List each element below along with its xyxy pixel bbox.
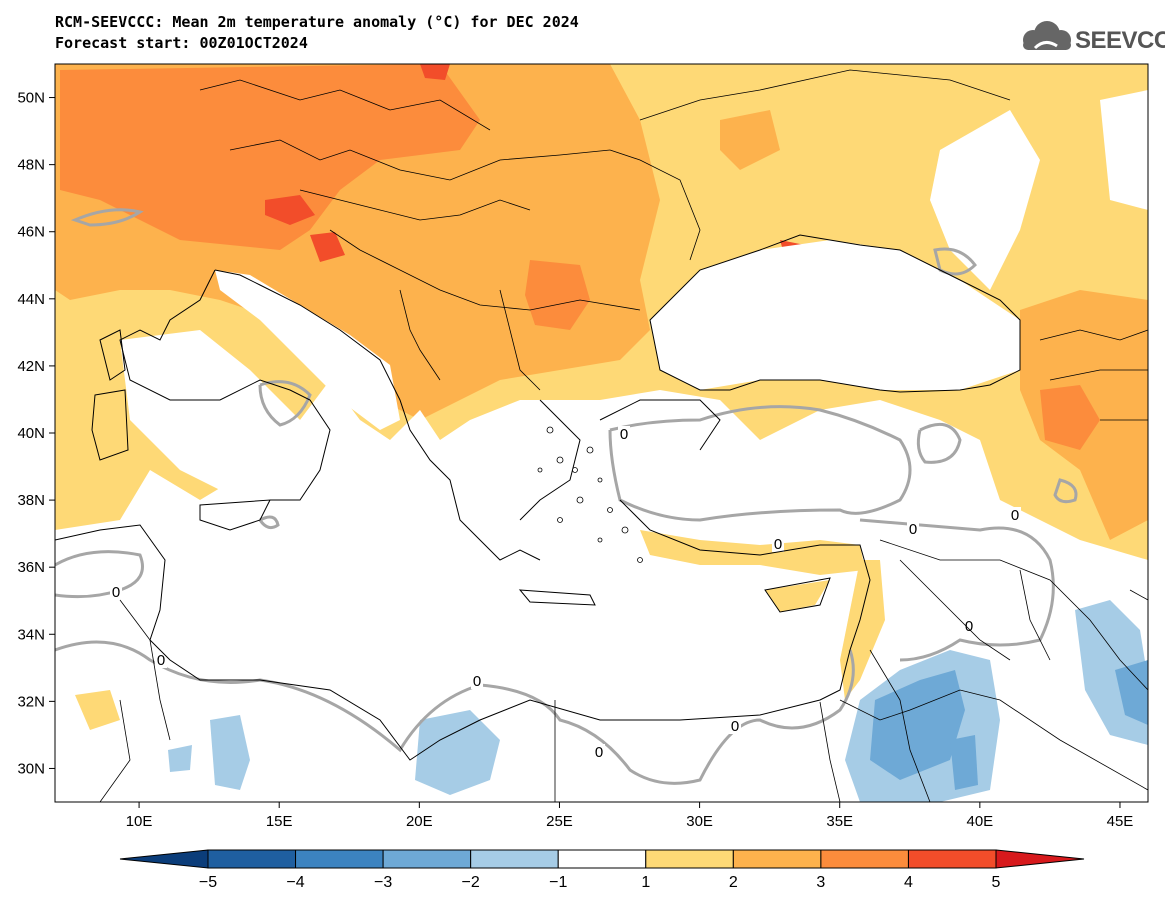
contour-label: 0 (909, 521, 917, 538)
colorbar-segment (295, 849, 384, 869)
contour-label: 0 (473, 673, 481, 690)
lat-label: 30N (17, 760, 45, 777)
lat-label: 48N (17, 157, 45, 174)
cloud-icon (1023, 21, 1071, 50)
anomaly-minus2-minus1-region (210, 715, 250, 790)
colorbar-label: 2 (728, 874, 738, 891)
colorbar-label: 1 (641, 874, 651, 891)
anomaly-4-5-region (420, 64, 450, 80)
lon-label: 40E (966, 813, 993, 830)
coastal-warm-strip (765, 580, 830, 612)
lon-label: 45E (1107, 813, 1134, 830)
colorbar (119, 849, 1085, 869)
colorbar-label: −3 (373, 874, 393, 891)
coastal-warm-strip (75, 690, 120, 730)
colorbar-label: 5 (991, 874, 1001, 891)
contour-label: 0 (1011, 507, 1019, 524)
colorbar-low-extend (119, 849, 209, 869)
contour-label: 0 (620, 426, 628, 443)
lat-label: 46N (17, 224, 45, 241)
anomaly-minus2-minus1-region (415, 710, 500, 795)
colorbar-label: 4 (903, 874, 913, 891)
contour-label: 0 (731, 718, 739, 735)
colorbar-high-extend (995, 849, 1085, 869)
contour-label: 0 (774, 536, 782, 553)
longitude-axis: 10E 15E 20E 25E 30E 35E 40E 45E (126, 802, 1134, 830)
anomaly-3-4-region (525, 260, 590, 330)
lon-label: 20E (406, 813, 433, 830)
contour-label: 0 (595, 744, 603, 761)
map-title: RCM-SEEVCCC: Mean 2m temperature anomaly… (55, 13, 579, 31)
lat-label: 50N (17, 90, 45, 107)
lat-label: 32N (17, 693, 45, 710)
anomaly-2-3-region (720, 110, 780, 170)
colorbar-label: 3 (816, 874, 826, 891)
colorbar-segment (820, 849, 909, 869)
northeast-white-patch (930, 110, 1040, 290)
anomaly-4-5-region (265, 195, 315, 225)
lon-label: 10E (126, 813, 153, 830)
contour-label: 0 (965, 618, 973, 635)
anomaly-minus3-minus2-region (950, 735, 978, 790)
colorbar-label: −4 (286, 874, 305, 891)
adriatic-sea (215, 270, 400, 430)
colorbar-label: −1 (549, 874, 568, 891)
tyrrhenian-sea (120, 330, 300, 500)
lat-label: 38N (17, 492, 45, 509)
colorbar-segment (907, 849, 997, 869)
contour-label: 0 (112, 584, 120, 601)
northeast-white-patch (1100, 90, 1148, 210)
anomaly-3-4-region (60, 64, 480, 250)
logo-text: SEEVCCC (1075, 27, 1165, 54)
colorbar-segment (732, 849, 822, 869)
map-fields: 0 0 0 0 0 0 0 0 0 0 (55, 64, 1148, 802)
colorbar-label: −5 (198, 874, 218, 891)
country-borders (99, 69, 1148, 802)
coastal-warm-strip (840, 560, 885, 700)
lat-label: 40N (17, 425, 45, 442)
anomaly-minus3-minus2-region (1115, 660, 1148, 725)
contour-labels: 0 0 0 0 0 0 0 0 0 0 (110, 426, 1021, 761)
colorbar-segment (645, 849, 734, 869)
anomaly-4-5-region (310, 232, 345, 262)
lon-label: 35E (826, 813, 853, 830)
lat-label: 44N (17, 291, 45, 308)
lon-label: 25E (546, 813, 573, 830)
colorbar-segment (382, 849, 472, 869)
colorbar-segment (207, 849, 297, 869)
anomaly-minus2-minus1-region (168, 745, 192, 772)
lon-label: 15E (266, 813, 293, 830)
anomaly-3-4-region (1040, 385, 1100, 450)
colorbar-label: −2 (461, 874, 480, 891)
lat-label: 34N (17, 626, 45, 643)
forecast-start-label: Forecast start: 00Z01OCT2024 (55, 34, 308, 52)
contour-label: 0 (157, 652, 165, 669)
lon-label: 30E (686, 813, 713, 830)
aegean-islands (537, 426, 643, 563)
coastlines (55, 234, 1021, 761)
lat-label: 42N (17, 358, 45, 375)
latitude-axis: 50N 48N 46N 44N 42N 40N 38N 36N 34N 32N 30N (17, 90, 55, 777)
black-sea (650, 240, 1020, 390)
colorbar-segment (557, 849, 647, 869)
lat-label: 36N (17, 559, 45, 576)
coastal-warm-strip (640, 530, 865, 575)
colorbar-segment (470, 849, 559, 869)
